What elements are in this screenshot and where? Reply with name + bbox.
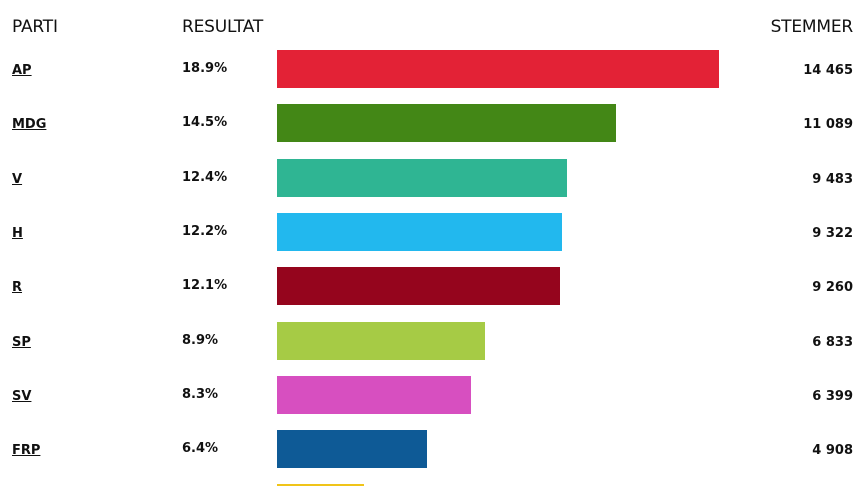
table-row: H 12.2% 9 322 — [0, 212, 864, 253]
party-link-frp[interactable]: FRP — [12, 443, 41, 459]
bar-mdg — [277, 104, 617, 143]
result-percent: 18.9% — [182, 61, 228, 76]
table-row: MDG 14.5% 11 089 — [0, 104, 864, 144]
vote-count: 11 089 — [803, 117, 853, 133]
result-percent: 14.5% — [182, 115, 228, 131]
vote-count: 6 833 — [812, 334, 853, 350]
table-row: AP 18.9% 14 465 — [0, 50, 864, 90]
bar-h — [277, 212, 563, 251]
party-link-mdg[interactable]: MDG — [12, 117, 47, 133]
party-link-sp[interactable]: SP — [12, 334, 31, 350]
bar-r — [277, 267, 560, 306]
vote-count: 14 465 — [803, 63, 853, 78]
result-percent: 12.2% — [182, 223, 228, 239]
table-row: V 12.4% 9 483 — [0, 158, 864, 199]
bar-frp — [277, 430, 427, 469]
header-result: RESULTAT — [182, 17, 264, 37]
next-bar-partial — [277, 484, 364, 486]
bar-v — [277, 158, 567, 197]
result-percent: 8.3% — [182, 386, 219, 402]
result-percent: 6.4% — [182, 441, 219, 457]
bar-sv — [277, 375, 472, 414]
party-link-v[interactable]: V — [12, 171, 23, 187]
bar-sp — [277, 321, 486, 360]
party-link-h[interactable]: H — [12, 225, 23, 241]
table-row: SP 8.9% 6 833 — [0, 321, 864, 362]
result-percent: 12.4% — [182, 169, 228, 185]
vote-count: 4 908 — [812, 443, 853, 459]
vote-count: 9 322 — [812, 225, 853, 241]
header-votes: STEMMER — [770, 17, 854, 37]
party-link-sv[interactable]: SV — [12, 388, 32, 404]
vote-count: 9 483 — [812, 171, 853, 187]
result-percent: 12.1% — [182, 278, 228, 294]
vote-count: 6 399 — [812, 388, 853, 404]
table-row: FRP 6.4% 4 908 — [0, 430, 864, 470]
vote-count: 9 260 — [812, 280, 853, 296]
header-party: PARTI — [12, 17, 58, 37]
bar-ap — [277, 50, 719, 88]
table-row: SV 8.3% 6 399 — [0, 375, 864, 416]
party-link-r[interactable]: R — [12, 280, 23, 296]
table-row: R 12.1% 9 260 — [0, 267, 864, 307]
result-percent: 8.9% — [182, 332, 219, 348]
party-link-ap[interactable]: AP — [12, 63, 32, 78]
